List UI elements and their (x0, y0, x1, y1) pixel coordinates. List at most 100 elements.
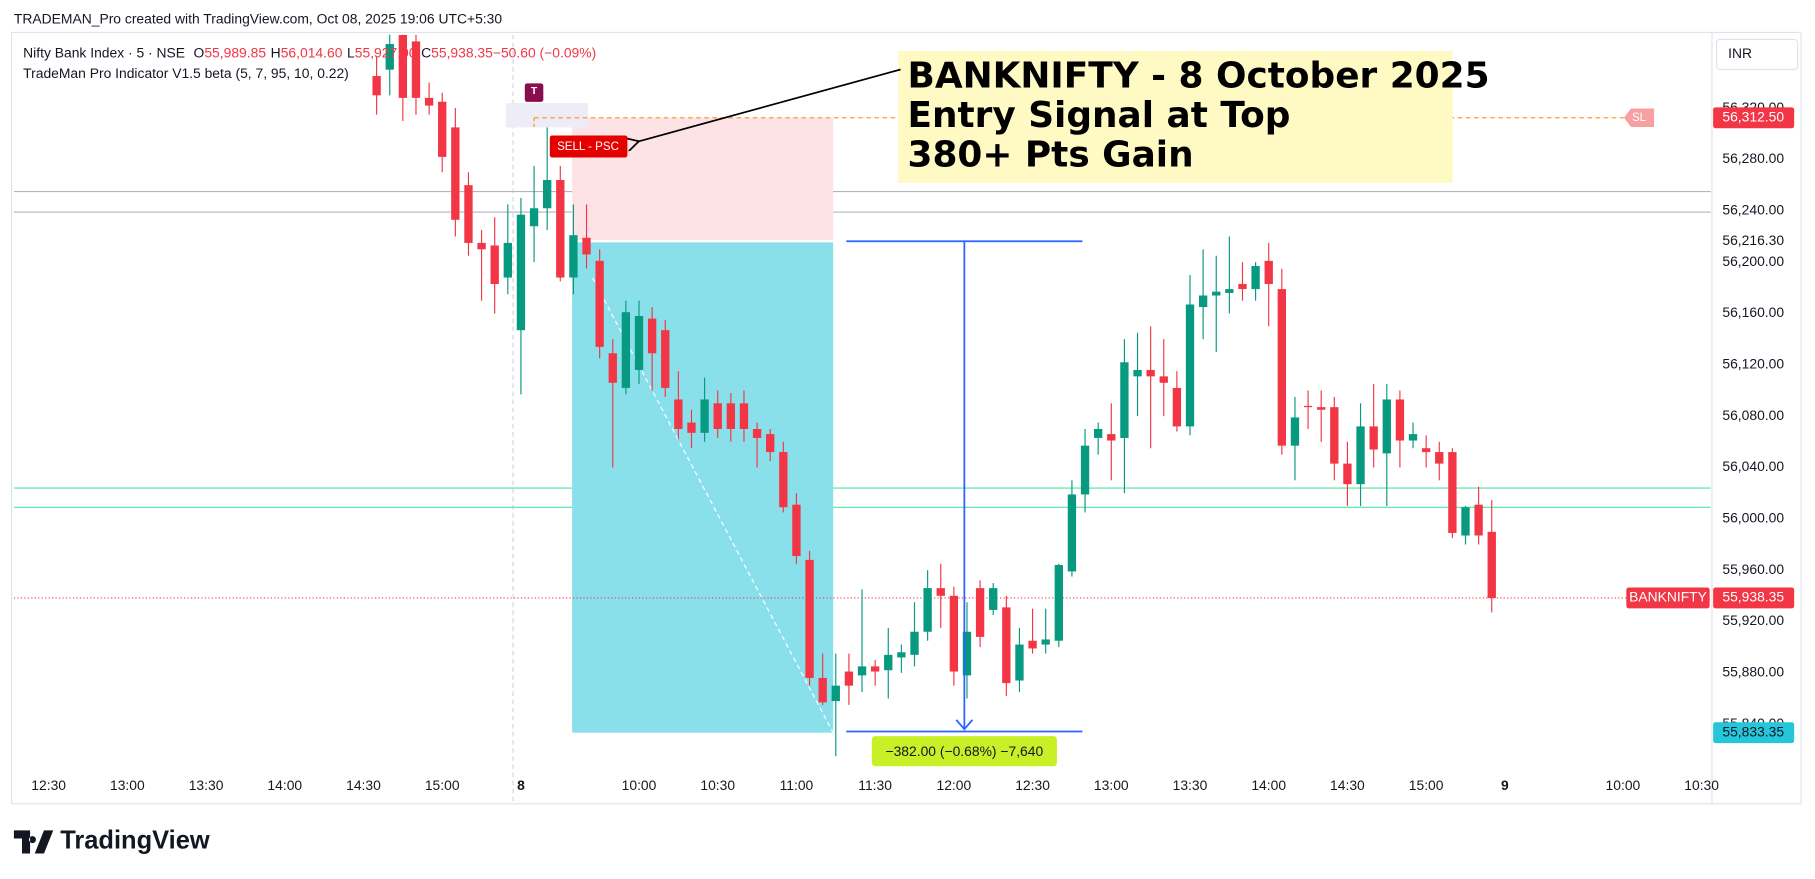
ohlc-label: L (347, 44, 355, 60)
candle-body (897, 652, 906, 658)
candle-body (1238, 283, 1247, 290)
y-tick-label: 56,040.00 (1722, 458, 1784, 474)
ohlc-label: C (421, 44, 431, 60)
indicator: TradeMan Pro Indicator V1.5 beta (5, 7, … (23, 65, 349, 81)
x-tick-label: 15:00 (425, 777, 460, 793)
annotation-line: BANKNIFTY - 8 October 2025 (908, 56, 1490, 97)
candle-body (372, 76, 381, 96)
candle-body (1185, 304, 1195, 427)
candle-body (700, 399, 709, 433)
x-tick-label: 13:00 (1094, 777, 1129, 793)
candle-body (870, 666, 880, 672)
candle-body (1107, 434, 1116, 441)
candle-body (1198, 295, 1208, 308)
y-tick-label: 55,960.00 (1722, 561, 1784, 577)
candle-body (1303, 405, 1313, 408)
measure-label: −382.00 (−0.68%) −7,640 (885, 743, 1043, 759)
currency[interactable]: INR (1728, 45, 1752, 61)
candle-body (910, 631, 919, 655)
candle-body (766, 434, 775, 453)
ohlc-value: 55,927.00 (355, 44, 417, 60)
legend: Nifty Bank Index · 5 · NSE O55,989.85 H56… (23, 44, 596, 60)
x-tick-label: 15:00 (1409, 777, 1444, 793)
y-tick-label: 56,160.00 (1722, 304, 1784, 320)
candle-body (1120, 362, 1129, 438)
candle-body (595, 260, 604, 347)
candle-body (1133, 369, 1142, 377)
candle-body (556, 180, 565, 278)
annotation-line: 380+ Pts Gain (908, 134, 1194, 175)
candle-body (1435, 452, 1444, 464)
ohlc-value: 55,989.85 (204, 44, 266, 60)
candle-body (1408, 434, 1418, 441)
x-tick-label: 10:30 (700, 777, 735, 793)
candle-body (661, 330, 670, 388)
candle-body (792, 504, 801, 557)
entry-price: 56,216.30 (1722, 232, 1784, 248)
y-tick-label: 55,920.00 (1722, 612, 1784, 628)
candle-body (1264, 260, 1273, 284)
ohlc: O55,989.85 H56,014.60 L55,927.00 C55,938.35… (194, 44, 597, 60)
candle-body (608, 353, 617, 383)
annotation-line: Entry Signal at Top (908, 95, 1291, 136)
signal-marker-box (524, 83, 544, 102)
currency-button[interactable] (1716, 38, 1799, 71)
stop-price-box (1713, 107, 1795, 129)
x-tick-label: 11:00 (780, 777, 814, 793)
y-tick-label: 56,280.00 (1722, 150, 1784, 166)
candle-body (857, 666, 867, 676)
candle-body (713, 403, 722, 429)
measure-arrow (955, 719, 974, 731)
candle-body (1251, 265, 1260, 290)
candle-body (464, 185, 473, 243)
stop-tag: SL (1632, 112, 1647, 124)
signal-label-box (549, 135, 628, 158)
x-tick-label: 14:30 (1330, 777, 1365, 793)
candle-body (1343, 463, 1352, 485)
x-tick-label: 14:00 (267, 777, 302, 793)
candle-body (1356, 426, 1365, 485)
ohlc-value: 56,014.60 (281, 44, 343, 60)
candle-body (1369, 426, 1378, 450)
x-tick-label: 9 (1501, 777, 1509, 793)
candle-body (1159, 376, 1168, 383)
candle-body (831, 685, 840, 702)
y-tick-label: 56,000.00 (1722, 509, 1784, 525)
candle-body (805, 559, 814, 678)
candle-body (1290, 417, 1300, 446)
y-tick-label: 56,120.00 (1722, 355, 1784, 371)
candle-body (844, 671, 854, 686)
logo-icon (13, 830, 54, 854)
candle-body (674, 399, 683, 429)
signal-highlight (505, 103, 589, 128)
candle-body (1015, 644, 1024, 681)
candle-body (385, 43, 394, 70)
candle-body (411, 41, 421, 98)
candle-body (529, 208, 539, 227)
candle-body (490, 245, 499, 284)
candle-body (543, 180, 552, 209)
candle-body (779, 452, 788, 508)
candle-body (634, 316, 644, 370)
last-price-box (1713, 587, 1795, 609)
candle-body (687, 422, 696, 433)
ohlc-value: 55,938.35 (431, 44, 493, 60)
y-tick-label: 56,080.00 (1722, 407, 1784, 423)
logo: TradingView (13, 827, 210, 855)
candle-body (569, 235, 578, 278)
candle-body (1225, 289, 1234, 293)
candle-body (1395, 399, 1405, 441)
candle-body (1080, 445, 1090, 495)
ohlc-label: H (271, 44, 281, 60)
candle-body (503, 242, 512, 278)
candle-body (1172, 387, 1182, 427)
candle-body (1421, 448, 1431, 453)
y-tick-label: 56,240.00 (1722, 201, 1784, 217)
candle-body (989, 588, 998, 610)
annotation-box (898, 50, 1453, 183)
candle-body (424, 97, 434, 106)
candle-body (1054, 565, 1063, 641)
candle-body (1448, 452, 1457, 533)
candle-body (1317, 407, 1326, 410)
